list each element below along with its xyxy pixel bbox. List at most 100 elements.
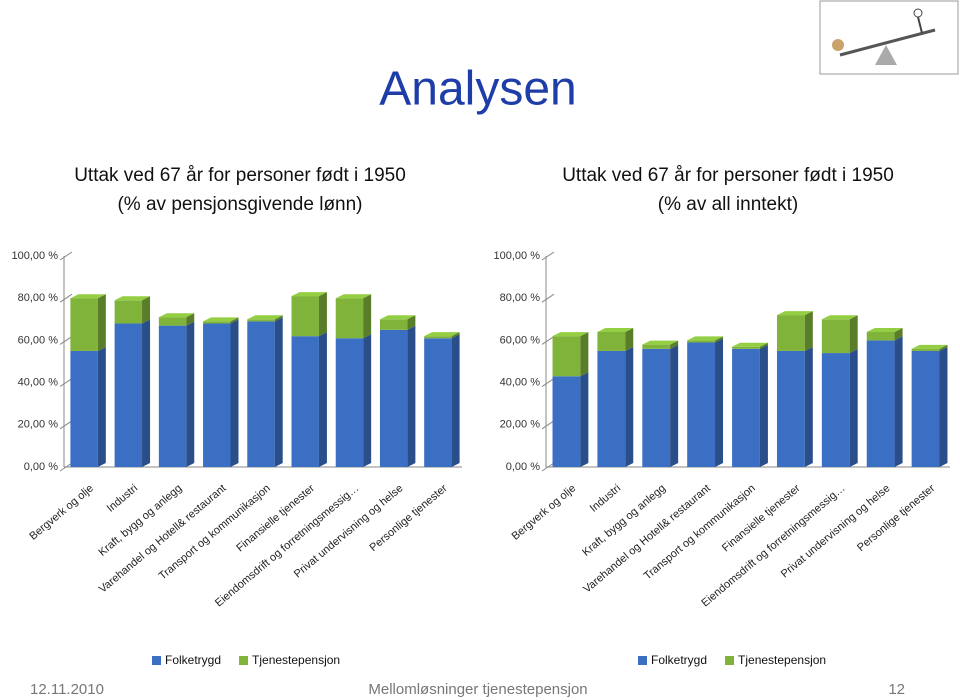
bar-segment <box>687 342 716 467</box>
bar-top <box>291 292 327 297</box>
y-tick-label: 60,00 % <box>500 334 541 346</box>
bar-segment <box>911 348 940 351</box>
bar-side <box>451 332 460 339</box>
bar-side <box>670 340 679 349</box>
bar-top <box>821 315 858 320</box>
bar-segment <box>866 331 895 341</box>
footer-text: Mellomløsninger tjenestepensjon <box>368 681 587 698</box>
bar-top <box>424 332 460 337</box>
legend-swatch <box>638 656 647 665</box>
bar-top <box>866 327 903 332</box>
bar-side <box>230 317 239 324</box>
bar-segment <box>866 340 895 467</box>
bar-segment <box>911 350 940 467</box>
tick-mark <box>541 335 555 345</box>
bar-segment <box>291 336 319 467</box>
logo-fulcrum <box>875 45 897 65</box>
bar-top <box>247 315 283 320</box>
y-tick-label: 100,00 % <box>494 250 541 262</box>
bar-segment <box>291 296 319 337</box>
tick-mark <box>59 293 73 303</box>
bar-segment <box>114 300 143 324</box>
bar-side <box>318 332 327 467</box>
y-tick-label: 0,00 % <box>24 461 58 473</box>
bar-side <box>142 296 151 324</box>
bar-side <box>363 334 372 467</box>
bar-side <box>625 327 634 351</box>
y-tick-label: 20,00 % <box>500 419 541 431</box>
bar-side <box>230 319 239 467</box>
legend-label: Folketrygd <box>165 653 221 667</box>
tick-mark <box>59 378 73 388</box>
bar-top <box>158 313 195 318</box>
bar-side <box>625 346 634 467</box>
bar-top <box>597 327 634 332</box>
bar-top <box>732 342 768 347</box>
tick-mark <box>59 335 73 345</box>
bar-segment <box>203 321 231 324</box>
tick-mark <box>59 420 73 430</box>
bar-side <box>759 344 768 467</box>
bar-segment <box>158 325 187 467</box>
chart-subtitle: (% av all inntekt) <box>658 194 798 215</box>
bar-side <box>894 327 903 341</box>
y-tick-label: 20,00 % <box>18 419 59 431</box>
tick-mark <box>59 462 73 472</box>
bar-side <box>274 317 283 467</box>
bar-side <box>451 334 460 467</box>
bar-side <box>849 315 858 354</box>
bar-segment <box>158 317 187 326</box>
bar-segment <box>732 348 760 467</box>
bar-segment <box>70 298 98 351</box>
bar-side <box>580 372 589 467</box>
bar-segment <box>776 350 805 467</box>
bar-segment <box>335 338 364 467</box>
bar-top <box>335 294 372 299</box>
legend-label: Folketrygd <box>651 653 707 667</box>
bar-side <box>849 349 858 467</box>
tick-mark <box>541 251 555 261</box>
bar-side <box>715 336 724 343</box>
bar-segment <box>379 329 408 467</box>
bar-segment <box>821 319 850 354</box>
chart-subtitle: (% av pensjonsgivende lønn) <box>117 194 362 215</box>
bar-segment <box>776 315 805 351</box>
bar-segment <box>821 353 850 467</box>
logo-bag <box>832 39 844 51</box>
bar-side <box>939 344 948 351</box>
bar-side <box>318 292 327 337</box>
tick-mark <box>59 251 73 261</box>
bar-side <box>186 313 195 326</box>
legend-label: Tjenestepensjon <box>738 653 826 667</box>
legend-swatch <box>152 656 161 665</box>
bar-top <box>203 317 239 322</box>
legend-swatch <box>725 656 735 665</box>
footer-date: 12.11.2010 <box>30 681 104 698</box>
bar-top <box>642 340 679 345</box>
bar-segment <box>247 319 275 322</box>
y-tick-label: 40,00 % <box>500 377 541 389</box>
y-tick-label: 100,00 % <box>12 250 59 262</box>
tick-mark <box>541 378 555 388</box>
bar-segment <box>70 350 98 467</box>
tick-mark <box>541 293 555 303</box>
bar-side <box>142 319 151 467</box>
bar-segment <box>642 348 671 467</box>
bar-side <box>407 315 416 330</box>
chart-title: Uttak ved 67 år for personer født i 1950 <box>562 165 894 186</box>
y-tick-label: 60,00 % <box>18 334 59 346</box>
bar-top <box>911 344 948 349</box>
bar-segment <box>424 336 452 339</box>
bar-top <box>379 315 416 320</box>
bar-side <box>804 346 813 467</box>
bar-side <box>97 294 106 351</box>
legend-label: Tjenestepensjon <box>252 653 340 667</box>
tick-mark <box>541 462 555 472</box>
bar-segment <box>203 323 231 467</box>
legend-swatch <box>239 656 249 665</box>
logo-beam <box>839 28 936 57</box>
bar-side <box>715 338 724 467</box>
y-tick-label: 0,00 % <box>506 461 540 473</box>
bar-side <box>939 346 948 467</box>
